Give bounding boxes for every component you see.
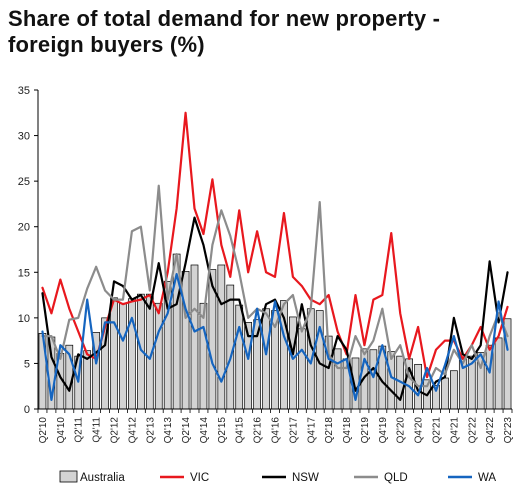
legend-label-nsw: NSW — [292, 472, 319, 484]
series-line-qld — [41, 184, 509, 388]
bar-australia-q2-15 — [217, 264, 226, 410]
bar-australia-q3-14 — [190, 264, 199, 410]
bar-australia-q4-15 — [235, 304, 244, 410]
x-tick-label: Q2'18 — [324, 417, 335, 444]
x-tick-label: Q2'19 — [360, 417, 371, 444]
x-tick-label: Q2'23 — [503, 417, 514, 444]
x-tick-label: Q4'20 — [414, 417, 425, 444]
bar-australia-q4-14 — [199, 302, 208, 410]
x-tick-label: Q4'19 — [378, 417, 389, 444]
y-tick-label: 15 — [18, 267, 30, 279]
legend-label-wa: WA — [478, 472, 496, 484]
bar-australia-q4-12 — [128, 298, 136, 410]
x-tick-label: Q2'15 — [217, 417, 228, 444]
x-tick-label: Q4'13 — [163, 417, 174, 444]
x-tick-label: Q4'21 — [449, 417, 460, 444]
x-tick-label: Q2'20 — [396, 417, 407, 444]
x-tick-label: Q2'12 — [110, 417, 121, 444]
y-tick-label: 35 — [18, 85, 30, 97]
legend-label-qld: QLD — [384, 472, 408, 484]
x-tick-label: Q2'14 — [181, 417, 192, 444]
x-tick-label: Q4'22 — [485, 417, 496, 444]
bar-australia-q1-23 — [494, 337, 503, 410]
bar-australia-q2-17 — [289, 316, 297, 410]
legend-label-vic: VIC — [190, 472, 209, 484]
series-line-vic — [41, 111, 509, 379]
x-tick-label: Q4'17 — [306, 417, 317, 444]
y-tick-label: 25 — [18, 176, 30, 188]
chart-title: Share of total demand for new property -… — [8, 6, 441, 57]
bar-australia-q4-21 — [450, 370, 458, 410]
x-tick-label: Q4'16 — [271, 417, 282, 444]
legend-label-australia: Australia — [80, 472, 125, 484]
y-tick-label: 0 — [24, 404, 30, 416]
x-tick-label: Q4'14 — [199, 417, 210, 444]
bar-australia-q3-18 — [333, 348, 342, 410]
bar-australia-q2-14 — [181, 271, 190, 410]
x-tick-label: Q4'12 — [127, 417, 138, 444]
x-tick-label: Q4'18 — [342, 417, 353, 444]
y-tick-label: 10 — [18, 313, 30, 325]
bar-australia-q3-21 — [441, 377, 449, 410]
series-line-nsw — [41, 216, 509, 401]
axes: 0 5 10 15 20 25 30 35 Q2'10 Q4'10 Q2'11 Q4'11 Q2'12 Q… — [18, 85, 514, 443]
legend: Australia VIC NSW QLD WA — [59, 470, 496, 484]
bar-australia-q3-19 — [369, 349, 378, 410]
y-tick-label: 20 — [18, 222, 30, 234]
x-tick-label: Q2'22 — [467, 417, 478, 444]
bar-australia-q2-12 — [110, 297, 118, 410]
bar-australia-q3-17 — [297, 328, 306, 410]
x-tick-label: Q4'10 — [56, 417, 67, 444]
y-tick-label: 5 — [24, 358, 30, 370]
legend-swatch-australia — [59, 470, 78, 483]
series-line-wa — [41, 273, 509, 401]
x-tick-label: Q2'17 — [288, 417, 299, 444]
x-tick-label: Q2'16 — [253, 417, 264, 444]
bar-australia-q3-13 — [154, 302, 163, 410]
x-tick-label: Q4'15 — [235, 417, 246, 444]
x-tick-label: Q2'13 — [145, 417, 156, 444]
bar-australia-q3-16 — [262, 308, 270, 410]
x-tick-label: Q2'10 — [38, 417, 49, 444]
x-tick-label: Q4'11 — [92, 417, 103, 443]
bar-australia-q1-20 — [387, 351, 396, 410]
bar-australia-q3-12 — [119, 302, 127, 410]
x-tick-label: Q2'11 — [74, 417, 85, 443]
line-group — [41, 111, 509, 401]
x-tick-label: Q2'21 — [431, 417, 442, 444]
y-tick-label: 30 — [18, 131, 30, 143]
